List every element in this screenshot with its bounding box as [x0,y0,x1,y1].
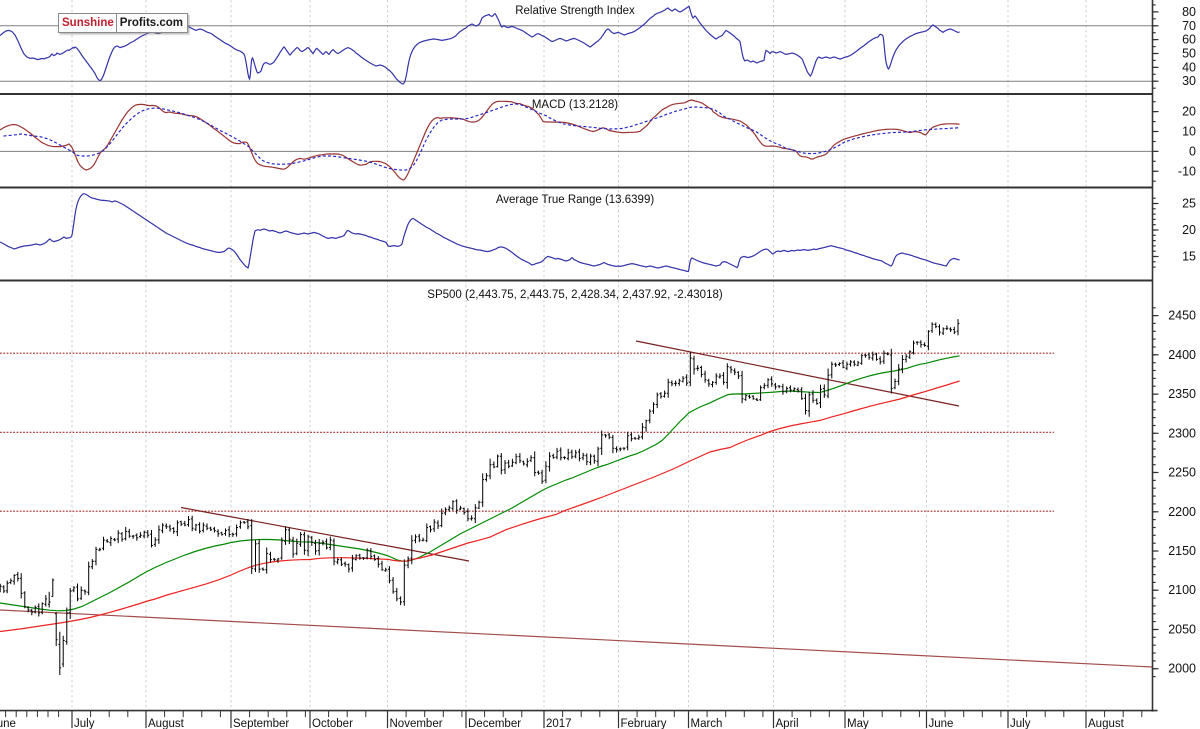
svg-text:40: 40 [1182,60,1196,74]
svg-text:2017: 2017 [546,718,572,729]
svg-text:2150: 2150 [1168,544,1196,558]
svg-text:March: March [691,718,723,729]
svg-text:80: 80 [1182,5,1196,19]
svg-text:50: 50 [1182,47,1196,61]
svg-text:February: February [621,718,667,729]
svg-text:60: 60 [1182,33,1196,47]
svg-text:2050: 2050 [1168,623,1196,637]
svg-text:June: June [0,718,16,729]
svg-text:October: October [312,718,353,729]
svg-text:2000: 2000 [1168,662,1196,676]
svg-text:September: September [233,718,289,729]
svg-text:November: November [390,718,443,729]
svg-text:August: August [148,718,185,729]
svg-text:July: July [74,718,95,729]
svg-text:August: August [1088,718,1125,729]
svg-text:0: 0 [1189,144,1196,158]
svg-text:15: 15 [1182,250,1196,264]
svg-text:2450: 2450 [1168,309,1196,323]
svg-text:2350: 2350 [1168,387,1196,401]
svg-text:MACD (13.2128): MACD (13.2128) [532,99,618,111]
svg-text:2300: 2300 [1168,426,1196,440]
svg-text:25: 25 [1182,197,1196,211]
svg-text:2100: 2100 [1168,583,1196,597]
svg-text:April: April [776,718,799,729]
svg-text:10: 10 [1182,125,1196,139]
svg-text:-10: -10 [1178,164,1196,178]
svg-text:2250: 2250 [1168,466,1196,480]
svg-text:2200: 2200 [1168,505,1196,519]
svg-text:June: June [929,718,954,729]
svg-text:Relative Strength Index: Relative Strength Index [515,5,635,17]
svg-text:70: 70 [1182,19,1196,33]
svg-text:20: 20 [1182,223,1196,237]
svg-text:SP500 (2,443.75, 2,443.75, 2,4: SP500 (2,443.75, 2,443.75, 2,428.34, 2,4… [427,289,723,301]
svg-text:December: December [468,718,521,729]
svg-text:2400: 2400 [1168,348,1196,362]
svg-text:30: 30 [1182,74,1196,88]
svg-text:Average True Range (13.6399): Average True Range (13.6399) [496,194,655,206]
svg-text:20: 20 [1182,105,1196,119]
svg-text:July: July [1010,718,1031,729]
svg-text:May: May [847,718,869,729]
